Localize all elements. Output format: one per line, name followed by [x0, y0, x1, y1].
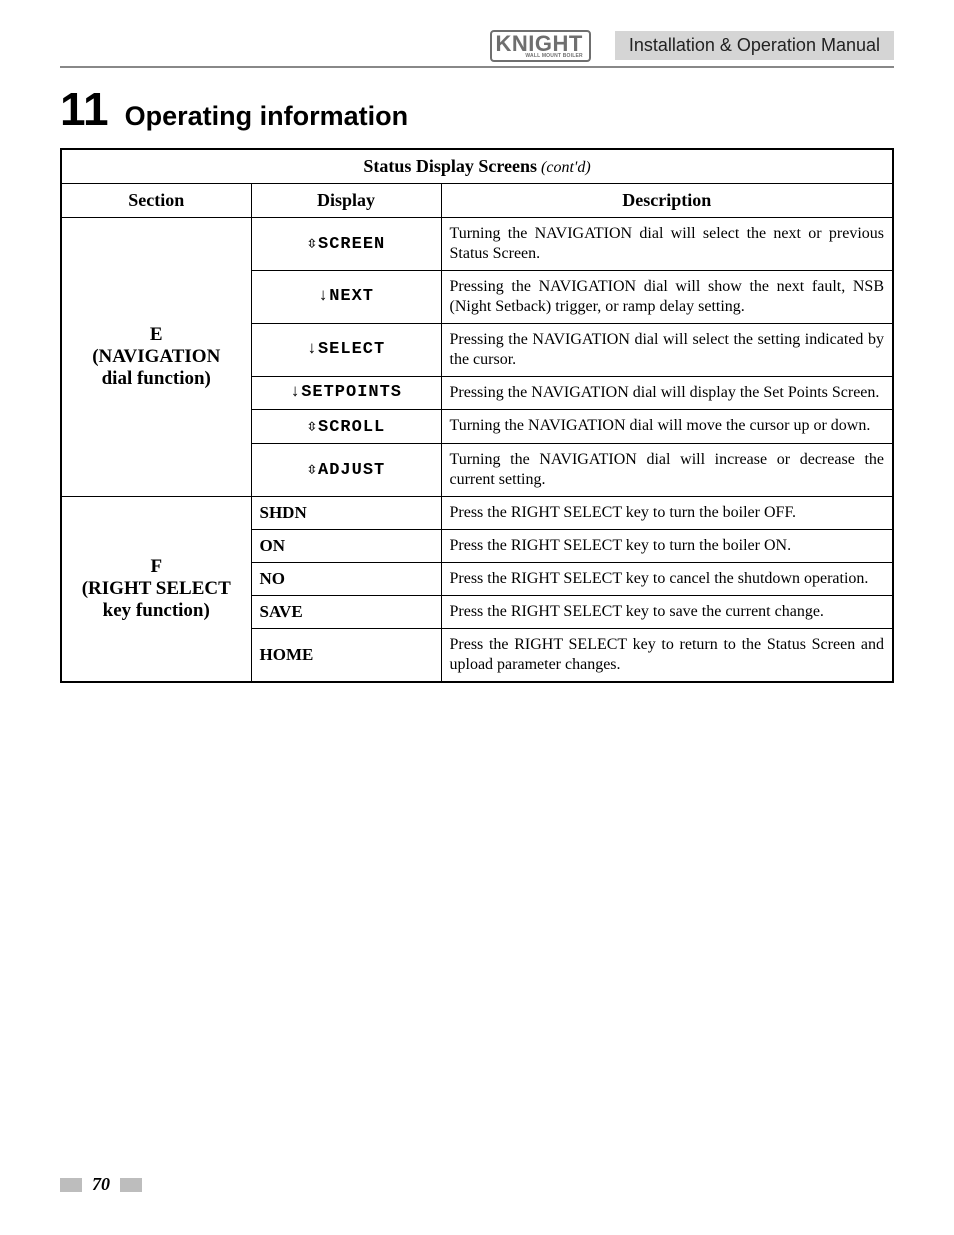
description-cell: Press the RIGHT SELECT key to turn the b… — [441, 529, 893, 562]
display-cell: ↓SETPOINTS — [251, 376, 441, 409]
section-label-line1: E — [70, 324, 243, 346]
manual-title: Installation & Operation Manual — [629, 35, 880, 55]
display-text: SHDN — [260, 503, 307, 522]
description-cell: Press the RIGHT SELECT key to turn the b… — [441, 496, 893, 529]
page-footer: 70 — [60, 1174, 142, 1195]
section-cell: E(NAVIGATIONdial function) — [61, 217, 251, 496]
description-cell: Turning the NAVIGATION dial will increas… — [441, 443, 893, 496]
display-cell: ⇳SCROLL — [251, 409, 441, 443]
description-cell: Pressing the NAVIGATION dial will select… — [441, 323, 893, 376]
arrow-icon: ⇳ — [307, 418, 318, 437]
table-title-contd: (cont'd) — [537, 159, 591, 176]
description-cell: Press the RIGHT SELECT key to save the c… — [441, 595, 893, 628]
brand-logo: KNIGHT WALL MOUNT BOILER — [490, 30, 591, 62]
page-number: 70 — [92, 1174, 110, 1195]
section-cell: F(RIGHT SELECTkey function) — [61, 496, 251, 682]
arrow-icon: ↓ — [290, 383, 301, 402]
footer-box-right — [120, 1178, 142, 1192]
display-cell: ON — [251, 529, 441, 562]
manual-title-box: Installation & Operation Manual — [615, 31, 894, 60]
col-head-section: Section — [61, 183, 251, 217]
chapter-title: Operating information — [125, 101, 409, 132]
logo-text: KNIGHT WALL MOUNT BOILER — [490, 30, 591, 62]
display-text: SELECT — [318, 340, 385, 359]
section-label-line1: F — [70, 556, 243, 578]
description-cell: Turning the NAVIGATION dial will select … — [441, 217, 893, 270]
description-cell: Turning the NAVIGATION dial will move th… — [441, 409, 893, 443]
arrow-icon: ↓ — [307, 340, 318, 359]
display-cell: ↓NEXT — [251, 270, 441, 323]
display-cell: SHDN — [251, 496, 441, 529]
table-title-row: Status Display Screens (cont'd) — [61, 149, 893, 184]
display-text: SCREEN — [318, 235, 385, 254]
display-text: SETPOINTS — [301, 383, 402, 402]
display-cell: SAVE — [251, 595, 441, 628]
display-text: NEXT — [329, 287, 374, 306]
display-cell: ↓SELECT — [251, 323, 441, 376]
display-text: ADJUST — [318, 461, 385, 480]
table-title-main: Status Display Screens — [363, 156, 537, 176]
arrow-icon: ↓ — [318, 287, 329, 306]
status-display-table: Status Display Screens (cont'd) Section … — [60, 148, 894, 683]
col-head-description: Description — [441, 183, 893, 217]
display-text: SCROLL — [318, 418, 385, 437]
table-row: E(NAVIGATIONdial function)⇳SCREENTurning… — [61, 217, 893, 270]
display-text: ON — [260, 536, 286, 555]
section-label-line3: dial function) — [70, 368, 243, 390]
section-label-line2: (NAVIGATION — [70, 346, 243, 368]
section-label-line2: (RIGHT SELECT — [70, 578, 243, 600]
table-header-row: Section Display Description — [61, 183, 893, 217]
section-label-line3: key function) — [70, 600, 243, 622]
col-head-display: Display — [251, 183, 441, 217]
display-cell: NO — [251, 562, 441, 595]
description-cell: Press the RIGHT SELECT key to return to … — [441, 628, 893, 682]
description-cell: Pressing the NAVIGATION dial will displa… — [441, 376, 893, 409]
display-text: NO — [260, 569, 286, 588]
display-cell: ⇳ADJUST — [251, 443, 441, 496]
footer-box-left — [60, 1178, 82, 1192]
chapter-number: 11 — [60, 86, 109, 132]
arrow-icon: ⇳ — [307, 235, 318, 254]
display-text: HOME — [260, 645, 314, 664]
display-text: SAVE — [260, 602, 303, 621]
arrow-icon: ⇳ — [307, 461, 318, 480]
page-header: KNIGHT WALL MOUNT BOILER Installation & … — [60, 30, 894, 68]
table-row: F(RIGHT SELECTkey function)SHDNPress the… — [61, 496, 893, 529]
display-cell: HOME — [251, 628, 441, 682]
display-cell: ⇳SCREEN — [251, 217, 441, 270]
description-cell: Pressing the NAVIGATION dial will show t… — [441, 270, 893, 323]
description-cell: Press the RIGHT SELECT key to cancel the… — [441, 562, 893, 595]
chapter-heading: 11 Operating information — [60, 86, 894, 132]
